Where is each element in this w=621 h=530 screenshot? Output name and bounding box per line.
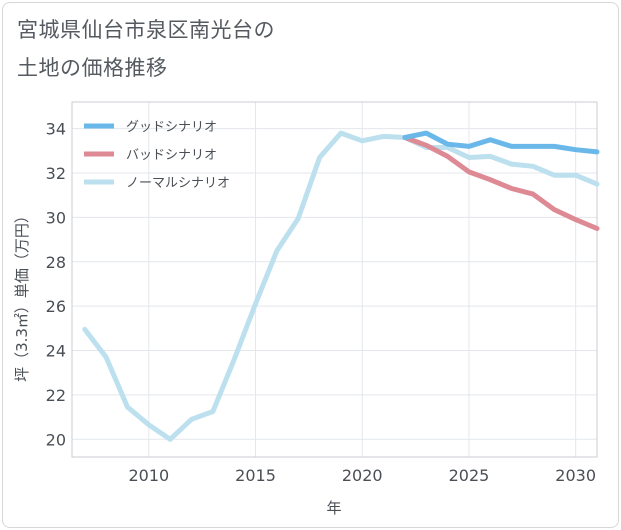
x-tick-label: 2025: [449, 466, 490, 485]
x-tick-label: 2020: [342, 466, 383, 485]
legend-label: バッドシナリオ: [126, 148, 217, 163]
y-axis-label: 坪（3.3㎡）単価（万円）: [13, 208, 31, 382]
x-tick-label: 2015: [235, 466, 276, 485]
y-tick-label: 20: [46, 430, 66, 449]
y-tick-label: 26: [46, 297, 66, 316]
x-axis-label: 年: [326, 499, 341, 517]
y-tick-label: 30: [46, 208, 66, 227]
series-line-1: [402, 130, 600, 155]
series-line-2: [402, 135, 600, 231]
series-lines: [82, 130, 600, 442]
chart-title-line1: 宮城県仙台市泉区南光台の: [17, 18, 275, 42]
chart-title-line2: 土地の価格推移: [17, 56, 168, 80]
x-tick-label: 2030: [555, 466, 596, 485]
y-tick-label: 32: [46, 164, 66, 183]
series-line-3: [82, 130, 600, 442]
y-tick-label: 22: [46, 386, 66, 405]
grid: [72, 102, 597, 457]
x-tick-label: 2010: [128, 466, 169, 485]
y-tick-label: 34: [46, 120, 66, 139]
y-tick-label: 28: [46, 253, 66, 272]
legend-label: ノーマルシナリオ: [126, 176, 230, 191]
y-tick-label: 24: [46, 342, 66, 361]
legend-label: グッドシナリオ: [126, 120, 217, 135]
tick-labels: 20 22 24 26 28 30 32 34 2010 2015 2020 2025 2030: [46, 120, 596, 485]
plot-area-border: [71, 101, 598, 458]
